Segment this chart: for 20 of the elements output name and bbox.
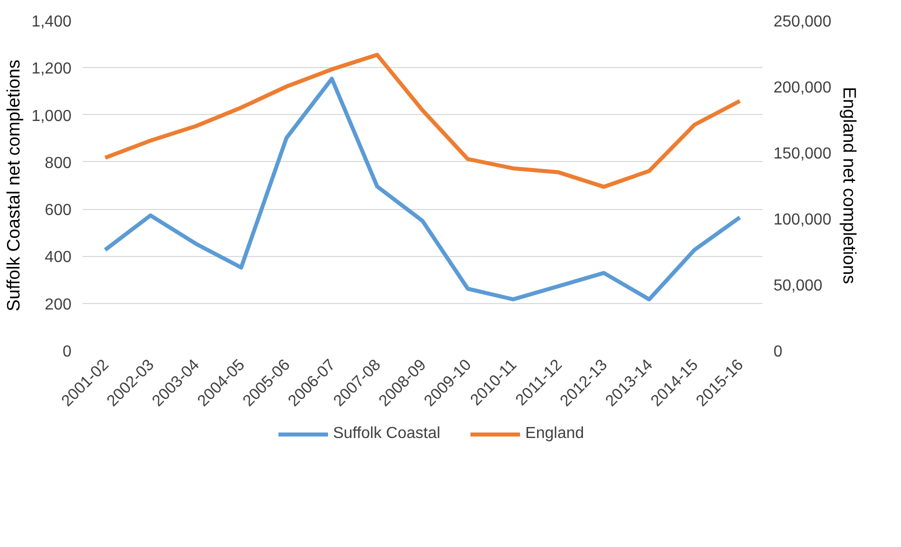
y2-tick-label: 200,000 bbox=[774, 80, 832, 96]
y-tick-label: 400 bbox=[44, 249, 72, 266]
y2-tick-label: 250,000 bbox=[774, 14, 832, 30]
y-tick-label: 1,000 bbox=[31, 108, 72, 125]
y2-tick-label: 150,000 bbox=[774, 146, 832, 162]
y2-tick-label: 0 bbox=[774, 344, 782, 360]
y-tick-label: 1,200 bbox=[31, 60, 72, 78]
line-series bbox=[103, 76, 742, 302]
y-tick-label: 600 bbox=[44, 202, 72, 220]
y-tick-label: 200 bbox=[44, 296, 72, 314]
y-tick-label: 800 bbox=[44, 154, 72, 172]
line-series bbox=[103, 52, 742, 189]
y2-tick-label: 100,000 bbox=[774, 212, 832, 228]
y-axis-title: Suffolk Coastal net completions bbox=[3, 60, 24, 312]
y2-axis-title: England net completions bbox=[839, 86, 860, 284]
y-tick-label: 1,400 bbox=[31, 14, 72, 30]
legend-label: England bbox=[525, 425, 584, 443]
legend-label: Suffolk Coastal bbox=[332, 425, 440, 443]
y2-tick-label: 50,000 bbox=[774, 278, 823, 294]
y-tick-label: 0 bbox=[62, 344, 72, 360]
